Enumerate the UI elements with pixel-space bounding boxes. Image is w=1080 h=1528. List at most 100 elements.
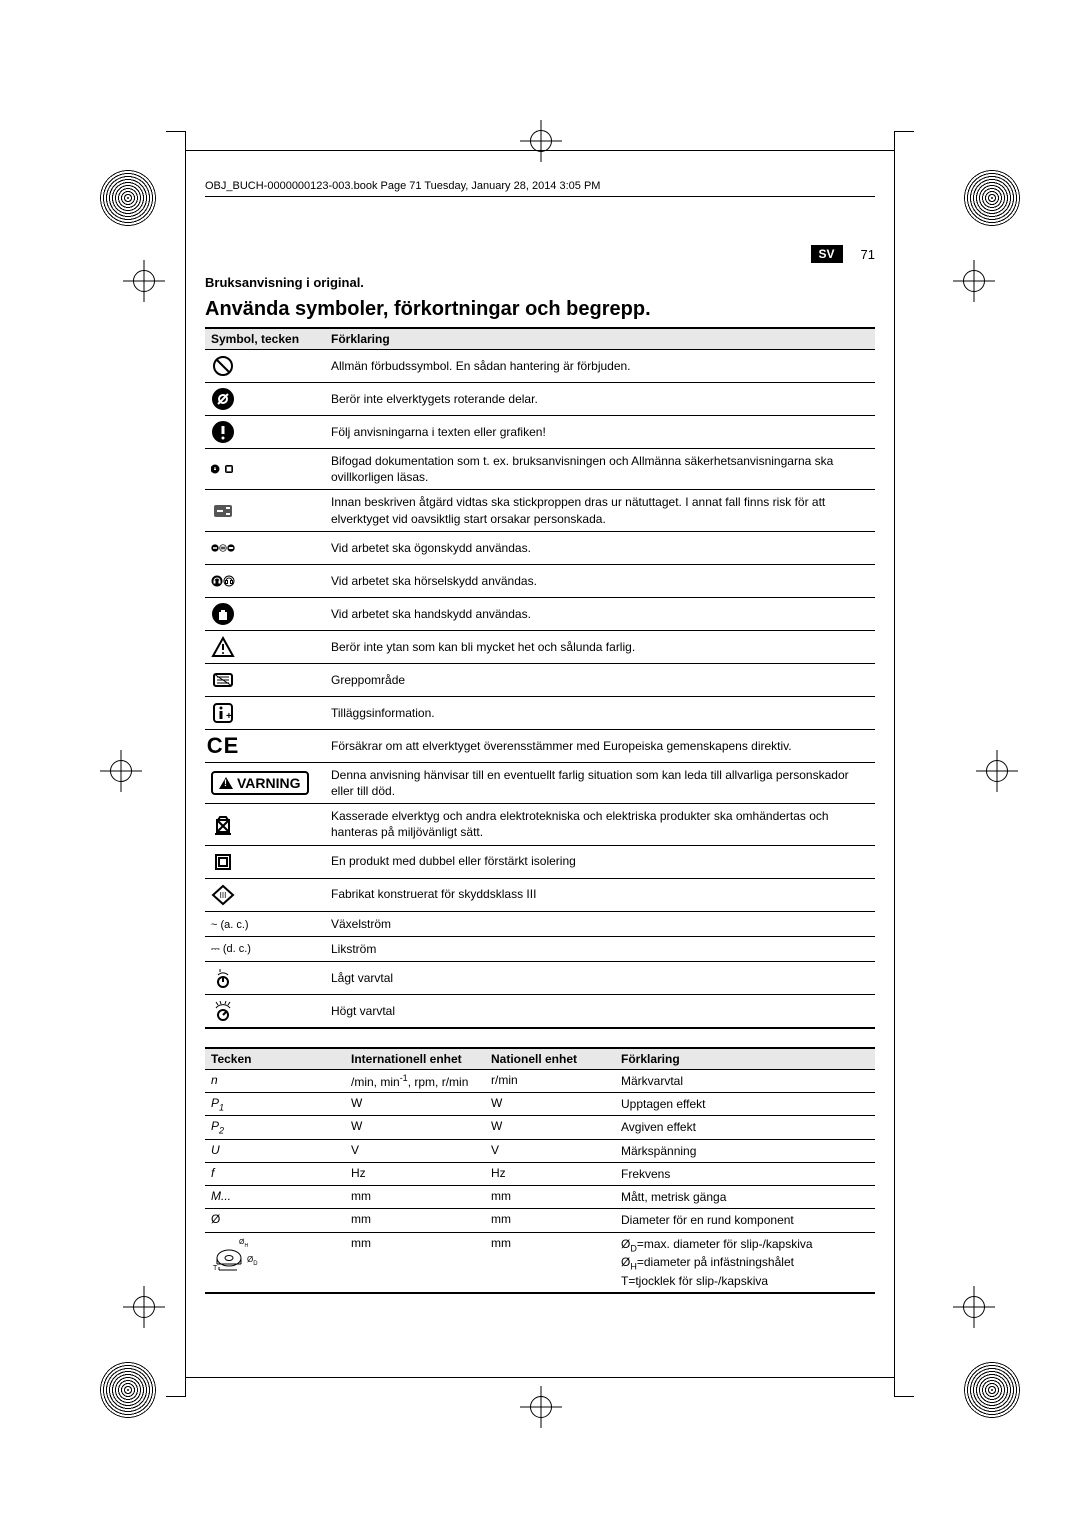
info-exclaim-icon: [211, 420, 235, 444]
crop-tick-icon: [166, 131, 186, 151]
intl-unit-cell: V: [345, 1139, 485, 1162]
units-table: Tecken Internationell enhet Nationell en…: [205, 1047, 875, 1294]
nat-unit-cell: Hz: [485, 1163, 615, 1186]
symbol-text: ~ (a. c.): [211, 919, 249, 931]
intl-unit-cell: /min, min-1, rpm, r/min: [345, 1069, 485, 1092]
explanation-cell: Innan beskriven åtgärd vidtas ska stickp…: [325, 490, 875, 531]
crop-tick-icon: [166, 1377, 186, 1397]
table-row: Högt varvtal: [205, 994, 875, 1028]
col-header: Symbol, tecken: [205, 328, 325, 350]
desc-cell: Märkspänning: [615, 1139, 875, 1162]
registration-cross-icon: [123, 1286, 165, 1328]
svg-text:ØH: ØH: [239, 1239, 248, 1249]
explanation-cell: Högt varvtal: [325, 994, 875, 1028]
desc-cell: Frekvens: [615, 1163, 875, 1186]
col-header: Tecken: [205, 1048, 345, 1070]
page-title: Använda symboler, förkortningar och begr…: [205, 298, 875, 321]
registration-ring-icon: [964, 1362, 1020, 1418]
language-badge: SV: [811, 245, 843, 263]
table-row: Greppområde: [205, 663, 875, 696]
svg-text:ØD: ØD: [247, 1255, 258, 1267]
table-row: ⎓ (d. c.)Likström: [205, 936, 875, 961]
svg-text:III: III: [220, 891, 227, 900]
explanation-cell: Lågt varvtal: [325, 961, 875, 994]
running-head: OBJ_BUCH-0000000123-003.book Page 71 Tue…: [205, 180, 875, 197]
double-insul-icon: [211, 850, 235, 874]
symbol-cell: [205, 531, 325, 564]
intl-unit-cell: mm: [345, 1232, 485, 1293]
table-row: Allmän förbudssymbol. En sådan hantering…: [205, 350, 875, 383]
explanation-cell: Försäkrar om att elverktyget överensstäm…: [325, 729, 875, 762]
table-row: P1WWUpptagen effekt: [205, 1093, 875, 1116]
table-row: VARNINGDenna anvisning hänvisar till en …: [205, 762, 875, 803]
table-row: n/min, min-1, rpm, r/minr/minMärkvarvtal: [205, 1069, 875, 1092]
symbol-cell: [205, 663, 325, 696]
sign-cell: Ø: [205, 1209, 345, 1232]
crop-tick-icon: [894, 1377, 914, 1397]
symbol-cell: [205, 350, 325, 383]
nat-unit-cell: W: [485, 1093, 615, 1116]
desc-cell: Upptagen effekt: [615, 1093, 875, 1116]
table-row: Kasserade elverktyg och andra elektrotek…: [205, 804, 875, 845]
read-docs-icon: [211, 457, 235, 481]
col-header: Nationell enhet: [485, 1048, 615, 1070]
explanation-cell: Greppområde: [325, 663, 875, 696]
symbol-cell: VARNING: [205, 762, 325, 803]
desc-cell: Märkvarvtal: [615, 1069, 875, 1092]
col-header: Internationell enhet: [345, 1048, 485, 1070]
explanation-cell: En produkt med dubbel eller förstärkt is…: [325, 845, 875, 878]
nat-unit-cell: mm: [485, 1186, 615, 1209]
subheading: Bruksanvisning i original.: [205, 275, 875, 290]
sign-cell: P1: [205, 1093, 345, 1116]
table-row: Vid arbetet ska handskydd användas.: [205, 597, 875, 630]
explanation-cell: Vid arbetet ska handskydd användas.: [325, 597, 875, 630]
col-header: Förklaring: [325, 328, 875, 350]
svg-text:+: +: [226, 711, 232, 722]
explanation-cell: Denna anvisning hänvisar till en eventue…: [325, 762, 875, 803]
symbols-table: Symbol, tecken Förklaring Allmän förbuds…: [205, 327, 875, 1029]
ear-protect-icon: [211, 569, 235, 593]
high-speed-icon: [211, 999, 235, 1023]
crop-tick-icon: [894, 131, 914, 151]
sign-cell: U: [205, 1139, 345, 1162]
desc-cell: Avgiven effekt: [615, 1116, 875, 1139]
table-row: Lågt varvtal: [205, 961, 875, 994]
symbol-cell: [205, 804, 325, 845]
hot-surface-icon: [211, 635, 235, 659]
symbol-cell: ~ (a. c.): [205, 911, 325, 936]
unplug-icon: [211, 499, 235, 523]
explanation-cell: Berör inte ytan som kan bli mycket het o…: [325, 630, 875, 663]
explanation-cell: Tilläggsinformation.: [325, 696, 875, 729]
low-speed-icon: [211, 966, 235, 990]
sign-cell: n: [205, 1069, 345, 1092]
explanation-cell: Fabrikat konstruerat för skyddsklass III: [325, 878, 875, 911]
nat-unit-cell: mm: [485, 1209, 615, 1232]
symbol-cell: [205, 597, 325, 630]
hand-protect-icon: [211, 602, 235, 626]
symbol-text: ⎓ (d. c.): [211, 943, 251, 955]
explanation-cell: Följ anvisningarna i texten eller grafik…: [325, 416, 875, 449]
table-row: M...mmmmMått, metrisk gänga: [205, 1186, 875, 1209]
symbol-cell: [205, 630, 325, 663]
symbol-cell: [205, 994, 325, 1028]
registration-ring-icon: [964, 170, 1020, 226]
symbol-cell: ⎓ (d. c.): [205, 936, 325, 961]
symbol-cell: [205, 383, 325, 416]
table-row: Följ anvisningarna i texten eller grafik…: [205, 416, 875, 449]
sign-cell: ØHØDT: [205, 1232, 345, 1293]
ce-mark-icon: CE: [211, 734, 235, 758]
symbol-cell: [205, 416, 325, 449]
explanation-cell: Berör inte elverktygets roterande delar.: [325, 383, 875, 416]
nat-unit-cell: V: [485, 1139, 615, 1162]
symbol-cell: III: [205, 878, 325, 911]
explanation-cell: Kasserade elverktyg och andra elektrotek…: [325, 804, 875, 845]
table-row: Berör inte ytan som kan bli mycket het o…: [205, 630, 875, 663]
table-row: P2WWAvgiven effekt: [205, 1116, 875, 1139]
info-plus-icon: +: [211, 701, 235, 725]
table-row: En produkt med dubbel eller förstärkt is…: [205, 845, 875, 878]
nat-unit-cell: mm: [485, 1232, 615, 1293]
sign-cell: M...: [205, 1186, 345, 1209]
table-row: ~ (a. c.)Växelström: [205, 911, 875, 936]
table-row: UVVMärkspänning: [205, 1139, 875, 1162]
intl-unit-cell: mm: [345, 1186, 485, 1209]
